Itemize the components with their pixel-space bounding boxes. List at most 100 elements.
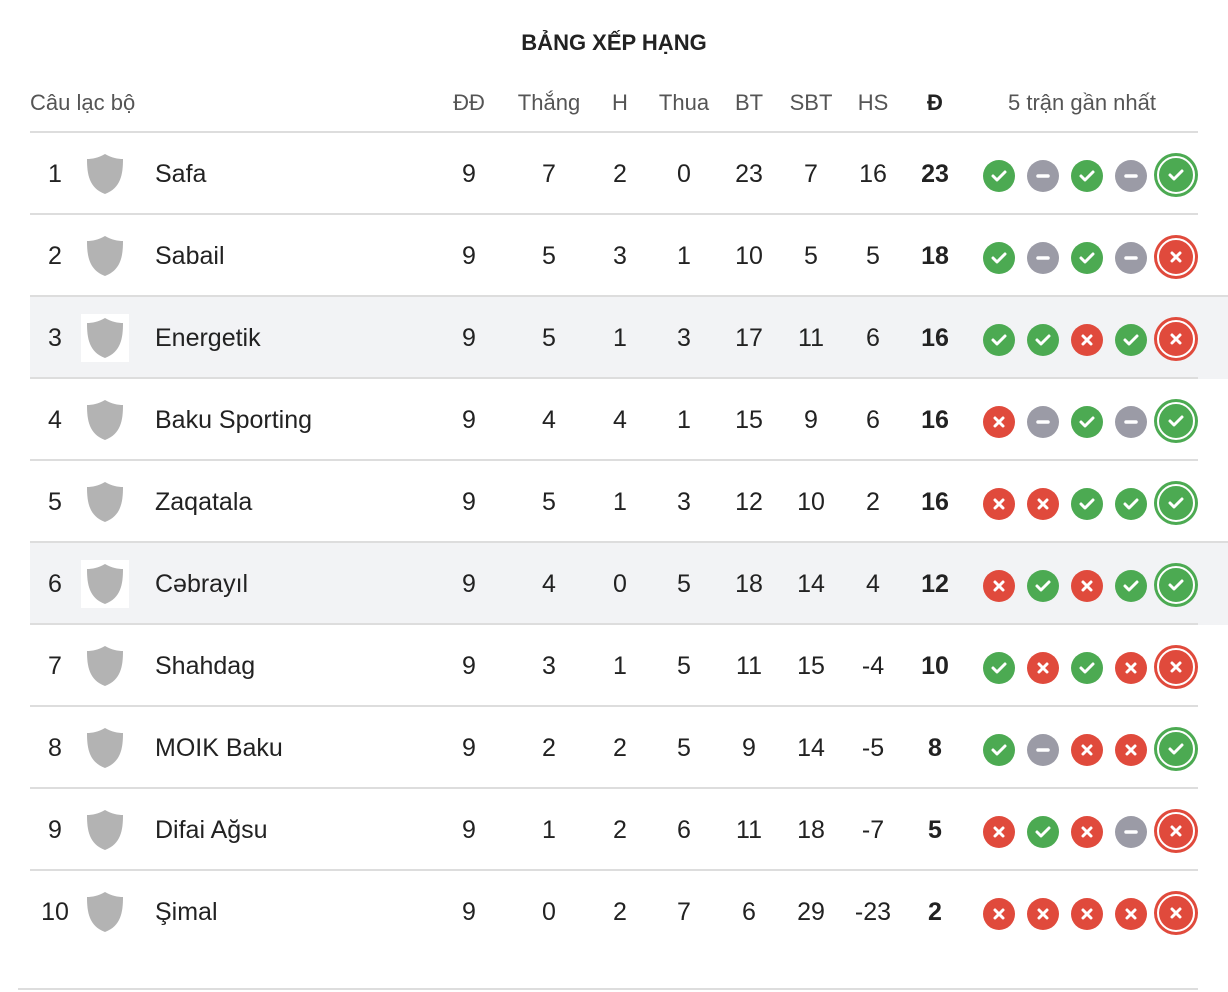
form-loss-icon[interactable] [1154, 317, 1198, 361]
form-win-icon[interactable] [1154, 727, 1198, 771]
form-draw-icon[interactable] [1115, 816, 1147, 848]
table-row[interactable]: 1 Safa 9 7 2 0 23 7 16 23 [30, 131, 1198, 215]
cell-lost: 5 [677, 570, 691, 598]
form-loss-icon[interactable] [1071, 898, 1103, 930]
cell-drawn: 1 [613, 324, 627, 352]
cell-won: 0 [542, 898, 556, 926]
cell-pts: 18 [921, 242, 949, 270]
club-name[interactable]: MOIK Baku [155, 734, 283, 762]
form-win-icon[interactable] [983, 324, 1015, 356]
form-draw-icon[interactable] [1115, 242, 1147, 274]
form-win-icon[interactable] [1115, 570, 1147, 602]
cell-lost: 5 [677, 652, 691, 680]
form-loss-icon[interactable] [983, 898, 1015, 930]
table-row[interactable]: 6 Cəbrayıl 9 4 0 5 18 14 4 12 [30, 541, 1228, 625]
form-loss-icon[interactable] [1115, 898, 1147, 930]
club-shield-icon [81, 314, 129, 362]
club-name[interactable]: Shahdag [155, 652, 256, 680]
club-name[interactable]: Safa [155, 160, 207, 188]
cell-pts: 12 [921, 570, 949, 598]
cell-gd: 6 [866, 324, 880, 352]
cell-played: 9 [462, 816, 476, 844]
cell-ga: 7 [804, 160, 818, 188]
table-row[interactable]: 4 Baku Sporting 9 4 4 1 15 9 6 16 [30, 377, 1198, 461]
form-win-icon[interactable] [1154, 399, 1198, 443]
cell-gd: -4 [861, 652, 885, 680]
form-win-icon[interactable] [983, 652, 1015, 684]
form-loss-icon[interactable] [1154, 891, 1198, 935]
cell-won: 3 [542, 652, 556, 680]
form-win-icon[interactable] [1071, 652, 1103, 684]
form-loss-icon[interactable] [1027, 652, 1059, 684]
cell-pts: 8 [928, 734, 942, 762]
form-draw-icon[interactable] [1027, 160, 1059, 192]
form-loss-icon[interactable] [1027, 898, 1059, 930]
club-name[interactable]: Şimal [155, 898, 218, 926]
form-loss-icon[interactable] [1071, 570, 1103, 602]
cell-played: 9 [462, 488, 476, 516]
cell-won: 2 [542, 734, 556, 762]
form-draw-icon[interactable] [1027, 242, 1059, 274]
form-win-icon[interactable] [1071, 160, 1103, 192]
club-name[interactable]: Zaqatala [155, 488, 253, 516]
table-header: Câu lạc bộ ĐĐ Thắng H Thua BT SBT HS Đ 5… [0, 88, 1228, 118]
form-win-icon[interactable] [1115, 324, 1147, 356]
club-name[interactable]: Difai Ağsu [155, 816, 268, 844]
table-row[interactable]: 7 Shahdag 9 3 1 5 11 15 -4 10 [30, 623, 1198, 707]
form-loss-icon[interactable] [1071, 734, 1103, 766]
table-row[interactable]: 2 Sabail 9 5 3 1 10 5 5 18 [30, 213, 1198, 297]
form-loss-icon[interactable] [983, 488, 1015, 520]
form-win-icon[interactable] [983, 242, 1015, 274]
club-shield-icon [81, 232, 129, 280]
rank: 10 [41, 898, 69, 926]
form-loss-icon[interactable] [1071, 324, 1103, 356]
form-win-icon[interactable] [1027, 570, 1059, 602]
form-win-icon[interactable] [1027, 816, 1059, 848]
cell-lost: 5 [677, 734, 691, 762]
form-win-icon[interactable] [1154, 563, 1198, 607]
form-loss-icon[interactable] [983, 570, 1015, 602]
form-loss-icon[interactable] [1154, 645, 1198, 689]
form-win-icon[interactable] [1071, 242, 1103, 274]
form-draw-icon[interactable] [1115, 160, 1147, 192]
cell-lost: 7 [677, 898, 691, 926]
table-row[interactable]: 10 Şimal 9 0 2 7 6 29 -23 2 [30, 869, 1198, 953]
table-row[interactable]: 8 MOIK Baku 9 2 2 5 9 14 -5 8 [30, 705, 1198, 789]
form-draw-icon[interactable] [1115, 406, 1147, 438]
form-win-icon[interactable] [1071, 488, 1103, 520]
header-lost: Thua [658, 90, 710, 115]
form-loss-icon[interactable] [1154, 809, 1198, 853]
table-row[interactable]: 9 Difai Ağsu 9 1 2 6 11 18 -7 5 [30, 787, 1198, 871]
form-loss-icon[interactable] [983, 816, 1015, 848]
club-name[interactable]: Baku Sporting [155, 406, 313, 434]
club-name[interactable]: Cəbrayıl [155, 570, 249, 598]
form-win-icon[interactable] [1154, 481, 1198, 525]
cell-lost: 1 [677, 406, 691, 434]
form-loss-icon[interactable] [1027, 488, 1059, 520]
form-loss-icon[interactable] [1071, 816, 1103, 848]
cell-won: 1 [542, 816, 556, 844]
club-name[interactable]: Sabail [155, 242, 225, 270]
cell-played: 9 [462, 734, 476, 762]
rank: 4 [48, 406, 62, 434]
cell-gd: -7 [861, 816, 885, 844]
table-row[interactable]: 5 Zaqatala 9 5 1 3 12 10 2 16 [30, 459, 1198, 543]
form-loss-icon[interactable] [1115, 652, 1147, 684]
cell-gf: 6 [742, 898, 756, 926]
form-win-icon[interactable] [1027, 324, 1059, 356]
form-loss-icon[interactable] [1154, 235, 1198, 279]
form-loss-icon[interactable] [1115, 734, 1147, 766]
form-draw-icon[interactable] [1027, 406, 1059, 438]
form-win-icon[interactable] [983, 734, 1015, 766]
cell-gd: 2 [866, 488, 880, 516]
cell-pts: 16 [921, 488, 949, 516]
club-name[interactable]: Energetik [155, 324, 261, 352]
table-row[interactable]: 3 Energetik 9 5 1 3 17 11 6 16 [30, 295, 1228, 379]
form-win-icon[interactable] [983, 160, 1015, 192]
form-draw-icon[interactable] [1027, 734, 1059, 766]
club-shield-icon [81, 396, 129, 444]
form-win-icon[interactable] [1071, 406, 1103, 438]
form-win-icon[interactable] [1115, 488, 1147, 520]
form-loss-icon[interactable] [983, 406, 1015, 438]
form-win-icon[interactable] [1154, 153, 1198, 197]
